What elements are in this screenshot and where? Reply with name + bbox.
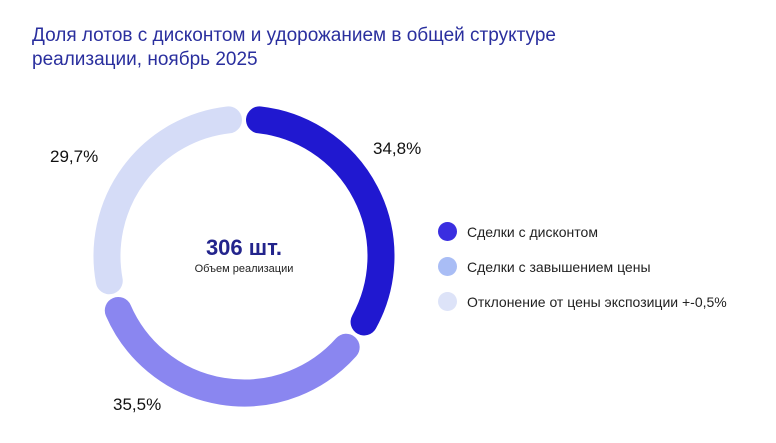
center-value: 306 шт. [205, 235, 283, 260]
arc-discount [246, 106, 395, 336]
data-label-markup: 35,5% [113, 395, 162, 414]
legend-label: Сделки с завышением цены [467, 258, 651, 275]
arc-markup [104, 296, 360, 407]
data-label-discount: 34,8% [373, 139, 422, 158]
chart-title: Доля лотов с дисконтом и удорожанием в о… [32, 25, 556, 70]
arc-deviation [93, 106, 242, 295]
legend-swatch [438, 292, 457, 311]
legend: Сделки с дисконтом Сделки с завышением ц… [438, 214, 727, 319]
center-label: Объем реализации [194, 263, 294, 275]
legend-item-discount: Сделки с дисконтом [438, 214, 727, 249]
legend-swatch [438, 257, 457, 276]
legend-item-markup: Сделки с завышением цены [438, 249, 727, 284]
data-label-deviation: 29,7% [50, 147, 99, 166]
legend-swatch [438, 222, 457, 241]
legend-label: Отклонение от цены экспозиции +-0,5% [467, 293, 727, 310]
legend-item-deviation: Отклонение от цены экспозиции +-0,5% [438, 284, 727, 319]
legend-label: Сделки с дисконтом [467, 223, 598, 240]
